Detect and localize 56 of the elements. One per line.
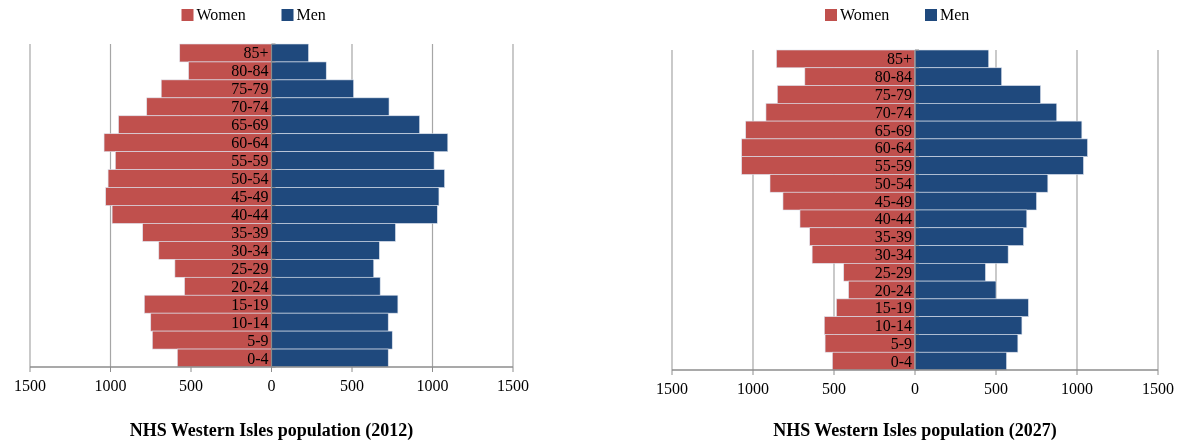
x-tick-label: 1500 [497,377,529,394]
y-tick-label: 75-79 [231,80,269,98]
y-tick-label: 60-64 [231,134,269,152]
x-tick-label: 1500 [1142,380,1174,397]
y-tick-label: 60-64 [874,139,912,157]
y-tick-label: 70-74 [874,103,912,121]
y-tick-label: 40-44 [874,210,912,228]
text: NHS Western Isles population (2027) [773,420,1057,441]
x-tick-label: 500 [984,380,1008,397]
x-tick-label: 500 [340,377,364,394]
y-tick-label: 0-4 [247,349,269,367]
y-tick-label: 65-69 [874,121,912,139]
legend-label: Men [940,6,970,23]
text: NHS Western Isles population (2012) [129,420,414,441]
y-tick-label: 35-39 [874,228,912,246]
x-tick-label: 1500 [656,380,688,397]
y-tick-label: 5-9 [890,334,912,352]
y-tick-label: 65-69 [231,116,269,134]
x-tick-label: 1000 [94,377,127,394]
y-tick-label: 40-44 [231,205,269,223]
y-tick-label: 25-29 [231,259,269,277]
y-tick-label: 50-54 [231,170,269,188]
y-tick-label: 70-74 [231,98,269,116]
legend-label: Men [296,6,326,23]
y-tick-label: 75-79 [874,85,912,103]
x-tick-label: 500 [822,380,846,397]
legend-label: Women [196,6,246,23]
y-tick-label: 15-19 [874,299,912,317]
y-tick-label: 20-24 [874,281,912,299]
y-tick-label: 45-49 [231,188,269,206]
y-tick-label: 30-34 [874,245,912,263]
x-tick-label: 1000 [737,380,769,397]
y-tick-label: 80-84 [874,68,912,86]
y-tick-label: 10-14 [231,313,269,331]
y-tick-label: 5-9 [247,331,269,349]
y-tick-label: 15-19 [231,295,269,313]
y-tick-label: 25-29 [874,263,912,281]
x-tick-label: 1000 [1061,380,1093,397]
y-tick-label: 30-34 [231,241,269,259]
y-tick-label: 85+ [243,44,269,62]
y-tick-label: 10-14 [874,317,912,335]
x-tick-label: 0 [267,377,276,394]
y-tick-label: 20-24 [231,277,269,295]
y-tick-label: 55-59 [231,152,269,170]
y-tick-label: 45-49 [874,192,912,210]
y-tick-label: 35-39 [231,223,269,241]
y-tick-label: 50-54 [874,174,912,192]
x-tick-label: 1500 [14,377,46,394]
y-tick-label: 80-84 [231,62,269,80]
y-tick-label: 55-59 [874,157,912,175]
y-tick-label: 0-4 [890,352,912,370]
x-tick-label: 0 [911,380,919,397]
legend-label: Women [840,6,890,23]
x-tick-label: 1000 [416,377,449,394]
y-tick-label: 85+ [886,50,912,68]
x-tick-label: 500 [179,377,203,394]
